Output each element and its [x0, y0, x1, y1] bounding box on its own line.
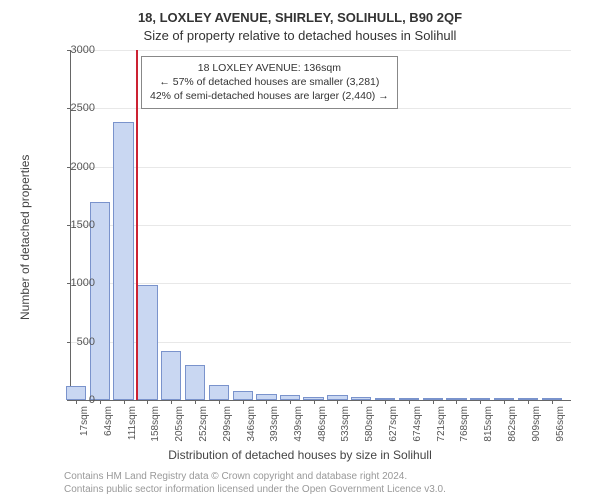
histogram-bar: [233, 391, 253, 400]
xtick-mark: [528, 400, 529, 404]
xtick-label: 64sqm: [103, 406, 114, 436]
xtick-label: 768sqm: [459, 406, 470, 442]
histogram-bar: [137, 285, 157, 401]
legend-line2: ← 57% of detached houses are smaller (3,…: [150, 75, 389, 89]
ytick-label: 3000: [55, 44, 95, 56]
xtick-mark: [290, 400, 291, 404]
marker-line: [136, 50, 138, 400]
xtick-label: 486sqm: [317, 406, 328, 442]
xtick-mark: [243, 400, 244, 404]
grid-line: [71, 225, 571, 226]
xtick-label: 956sqm: [555, 406, 566, 442]
xtick-mark: [480, 400, 481, 404]
xtick-mark: [124, 400, 125, 404]
xtick-label: 252sqm: [198, 406, 209, 442]
xtick-label: 158sqm: [150, 406, 161, 442]
legend-line1: 18 LOXLEY AVENUE: 136sqm: [150, 61, 389, 75]
grid-line: [71, 167, 571, 168]
grid-line: [71, 50, 571, 51]
xtick-label: 674sqm: [412, 406, 423, 442]
xtick-label: 393sqm: [269, 406, 280, 442]
xtick-mark: [552, 400, 553, 404]
xtick-label: 580sqm: [364, 406, 375, 442]
attribution-line1: Contains HM Land Registry data © Crown c…: [64, 470, 446, 483]
histogram-bar: [209, 385, 229, 400]
histogram-bar: [185, 365, 205, 400]
xtick-mark: [385, 400, 386, 404]
xtick-mark: [456, 400, 457, 404]
xtick-mark: [314, 400, 315, 404]
ytick-label: 1000: [55, 277, 95, 289]
xtick-label: 627sqm: [388, 406, 399, 442]
page-subtitle: Size of property relative to detached ho…: [0, 28, 600, 43]
xtick-mark: [100, 400, 101, 404]
xtick-mark: [219, 400, 220, 404]
ytick-label: 1500: [55, 219, 95, 231]
xtick-label: 111sqm: [127, 406, 138, 440]
xtick-label: 439sqm: [293, 406, 304, 442]
xtick-mark: [147, 400, 148, 404]
attribution-line2: Contains public sector information licen…: [64, 483, 446, 496]
histogram-bar: [161, 351, 181, 400]
xtick-label: 17sqm: [79, 406, 90, 436]
xtick-mark: [171, 400, 172, 404]
xtick-mark: [361, 400, 362, 404]
xtick-mark: [337, 400, 338, 404]
xtick-label: 815sqm: [483, 406, 494, 442]
ytick-label: 0: [55, 394, 95, 406]
histogram-bar: [90, 202, 110, 400]
xtick-mark: [409, 400, 410, 404]
y-axis-label: Number of detached properties: [18, 155, 32, 320]
attribution-text: Contains HM Land Registry data © Crown c…: [64, 470, 446, 496]
xtick-mark: [504, 400, 505, 404]
xtick-mark: [266, 400, 267, 404]
ytick-label: 500: [55, 336, 95, 348]
xtick-label: 299sqm: [222, 406, 233, 442]
ytick-label: 2000: [55, 161, 95, 173]
histogram-bar: [113, 122, 133, 400]
xtick-label: 533sqm: [340, 406, 351, 442]
x-axis-label: Distribution of detached houses by size …: [0, 448, 600, 462]
xtick-mark: [433, 400, 434, 404]
xtick-label: 721sqm: [436, 406, 447, 442]
xtick-label: 346sqm: [246, 406, 257, 442]
xtick-label: 862sqm: [507, 406, 518, 442]
histogram-chart: 18 LOXLEY AVENUE: 136sqm← 57% of detache…: [70, 50, 571, 401]
xtick-label: 909sqm: [531, 406, 542, 442]
xtick-mark: [195, 400, 196, 404]
legend-line3: 42% of semi-detached houses are larger (…: [150, 89, 389, 103]
ytick-label: 2500: [55, 102, 95, 114]
xtick-label: 205sqm: [174, 406, 185, 442]
page-title: 18, LOXLEY AVENUE, SHIRLEY, SOLIHULL, B9…: [0, 10, 600, 25]
legend-box: 18 LOXLEY AVENUE: 136sqm← 57% of detache…: [141, 56, 398, 109]
